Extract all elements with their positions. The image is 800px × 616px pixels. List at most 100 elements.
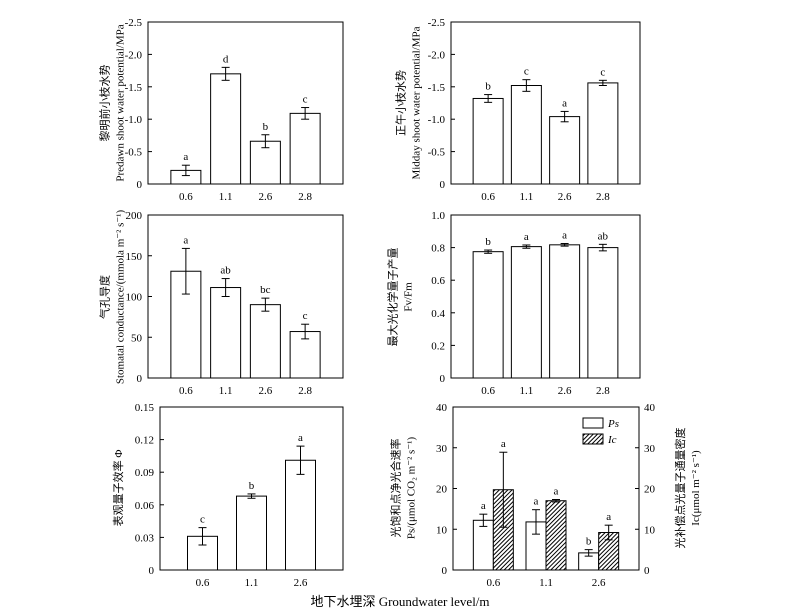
y-tick-label: -2.5	[428, 17, 446, 29]
y-tick-label: 0.12	[135, 435, 154, 447]
x-tick-label: 0.6	[196, 577, 210, 589]
y-tick-label: 0	[149, 565, 155, 577]
y-axis-label-line: Ps/(μmol CO₂ m⁻² s⁻¹)	[406, 437, 418, 540]
y-tick-label: 0.4	[431, 308, 445, 320]
x-tick-label: 2.8	[298, 191, 312, 203]
y-axis-label-line: 光饱和点净光合速率	[389, 439, 403, 538]
significance-letter: b	[586, 536, 592, 548]
y-tick-label: -0.5	[125, 147, 143, 159]
significance-letter: c	[303, 310, 308, 322]
y-axis-label: 光饱和点净光合速率 Ps/(μmol CO₂ m⁻² s⁻¹)	[389, 437, 418, 540]
y-tick-label: 50	[131, 332, 143, 344]
significance-letter: a	[606, 511, 611, 523]
y2-axis-label-line: 光补偿点光量子通量密度	[673, 428, 687, 549]
legend-swatch	[582, 433, 604, 445]
bar	[510, 85, 542, 185]
y-axis-label-line: Predawn shoot water potential/MPa	[115, 24, 127, 181]
y-tick-label: 40	[436, 402, 448, 414]
significance-letter: c	[200, 514, 205, 526]
y-tick-label: 10	[436, 524, 448, 536]
plot-frame	[450, 214, 641, 379]
bar	[210, 287, 242, 379]
y-tick-label: 0.09	[135, 467, 155, 479]
y-axis-label: 最大光化学量子产量 Fv/Fm	[386, 248, 415, 347]
y-tick-label: 200	[126, 210, 143, 222]
y-tick-label: 0.06	[135, 500, 155, 512]
significance-letter: b	[263, 121, 269, 133]
x-tick-label: 1.1	[219, 385, 233, 397]
bar	[472, 251, 504, 379]
y-axis-label: 表观量子效率 Φ	[111, 450, 125, 527]
x-tick-label: 0.6	[486, 577, 500, 589]
y-tick-label: -1.0	[125, 114, 143, 126]
bar	[545, 500, 567, 571]
x-tick-label: 1.1	[245, 577, 259, 589]
significance-letter: ab	[220, 265, 231, 277]
bar	[289, 112, 321, 185]
y-tick-label: 20	[436, 484, 448, 496]
y-tick-label: 1.0	[431, 210, 445, 222]
legend-label: Ps	[607, 418, 619, 430]
significance-letter: b	[249, 480, 255, 492]
x-tick-label: 2.6	[259, 191, 273, 203]
significance-letter: a	[183, 234, 188, 246]
bar	[285, 459, 316, 571]
significance-letter: bc	[260, 284, 271, 296]
y-tick-label: 0.8	[431, 243, 445, 255]
y-tick-label: -1.0	[428, 114, 446, 126]
y-axis-label-line: 气孔导度	[98, 275, 112, 319]
bar	[472, 97, 504, 185]
y-axis-label: 气孔导度 Stomatal conductance/(mmola m⁻² s⁻¹)	[98, 210, 127, 385]
legend: Ps Ic	[582, 417, 619, 446]
x-tick-label: 0.6	[481, 385, 495, 397]
x-tick-label: 0.6	[481, 191, 495, 203]
y2-tick-label: 10	[644, 524, 656, 536]
x-tick-label: 1.1	[219, 191, 233, 203]
y-tick-label: -2.5	[125, 17, 143, 29]
y2-tick-label: 30	[644, 443, 656, 455]
x-tick-label: 0.6	[179, 191, 193, 203]
y-axis-label-line: 正午小枝水势	[394, 70, 408, 136]
legend-swatch	[582, 417, 604, 429]
y-tick-label: 0	[137, 373, 143, 385]
y-tick-label: -1.5	[125, 82, 143, 94]
significance-letter: b	[485, 236, 491, 248]
y2-tick-label: 0	[644, 565, 650, 577]
y-tick-label: 0	[137, 179, 143, 191]
bar	[210, 73, 242, 185]
significance-letter: a	[481, 500, 486, 512]
y2-tick-label: 40	[644, 402, 656, 414]
bar	[510, 246, 542, 379]
y-tick-label: 0	[442, 565, 448, 577]
significance-letter: a	[534, 496, 539, 508]
significance-letter: b	[485, 81, 491, 93]
significance-letter: a	[183, 151, 188, 163]
x-tick-label: 2.6	[558, 385, 572, 397]
bar	[249, 304, 281, 379]
bar	[587, 82, 619, 185]
y2-tick-label: 20	[644, 484, 656, 496]
y-tick-label: 0.15	[135, 402, 155, 414]
plot-frame	[450, 21, 641, 185]
significance-letter: a	[298, 432, 303, 444]
bar	[236, 495, 267, 571]
y-tick-label: 0	[440, 179, 446, 191]
y-tick-label: 0	[440, 373, 446, 385]
plot-frame	[147, 21, 344, 185]
y-axis-label: 黎明前小枝水势 Predawn shoot water potential/MPa	[98, 24, 127, 181]
x-tick-label: 1.1	[520, 191, 534, 203]
x-tick-label: 1.1	[520, 385, 534, 397]
y-tick-label: -0.5	[428, 147, 446, 159]
x-tick-label: 2.6	[294, 577, 308, 589]
x-tick-label: 2.8	[596, 385, 610, 397]
x-tick-label: 1.1	[539, 577, 553, 589]
y-tick-label: 150	[126, 251, 143, 263]
y-axis-label-line: Stomatal conductance/(mmola m⁻² s⁻¹)	[115, 210, 127, 385]
significance-letter: ab	[598, 230, 609, 242]
chart-panels: 0 -0.5 -1.0 -1.5 -2.0 -2.5 a 0.6 d 1.1 b 2.6 c 2.8 黎明前…	[98, 17, 703, 589]
significance-letter: a	[554, 486, 559, 498]
y2-axis-label: 光补偿点光量子通量密度 Ic(μmol m⁻² s⁻¹)	[673, 428, 702, 549]
bar	[472, 519, 494, 571]
x-tick-label: 2.8	[596, 191, 610, 203]
